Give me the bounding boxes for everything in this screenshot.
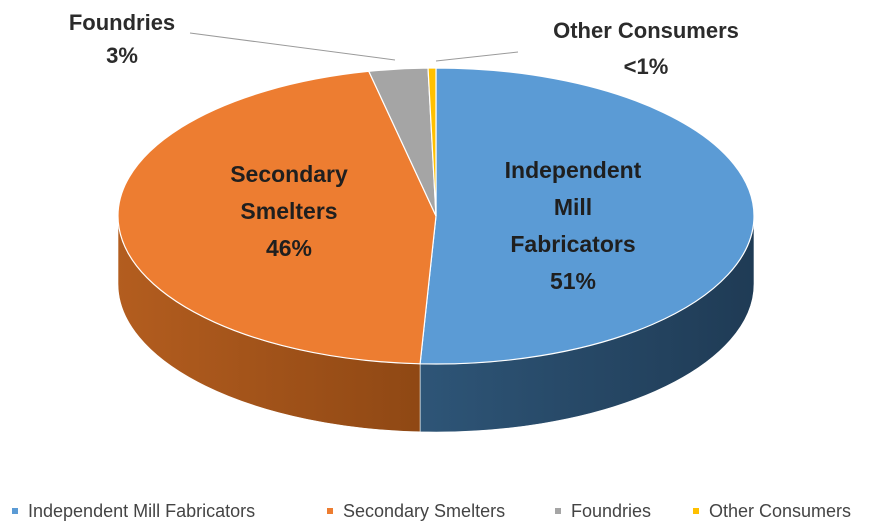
legend-label-other-consumers: Other Consumers	[709, 501, 851, 521]
legend-swatch-secondary-smelters	[327, 508, 333, 514]
slice-independent-mill-fabricators	[419, 67, 755, 365]
leader-lines	[189, 32, 519, 62]
legend-label-independent-mill-fabricators: Independent Mill Fabricators	[28, 501, 255, 521]
label-secondary-smelters: Secondary Smelters 46%	[230, 161, 348, 261]
leader-foundries	[189, 32, 396, 61]
legend-swatch-independent-mill-fabricators	[12, 508, 18, 514]
legend-swatch-foundries	[555, 508, 561, 514]
label-other-consumers: Other Consumers <1%	[553, 18, 739, 79]
legend-label-secondary-smelters: Secondary Smelters	[343, 501, 505, 521]
label-foundries: Foundries 3%	[69, 10, 175, 68]
legend: Independent Mill Fabricators Secondary Sm…	[12, 501, 851, 521]
legend-label-foundries: Foundries	[571, 501, 651, 521]
slice-labels: Independent Mill Fabricators 51% Secondary Sm…	[69, 10, 739, 294]
legend-swatch-other-consumers	[693, 508, 699, 514]
label-independent-mill-fabricators: Independent Mill Fabricators 51%	[505, 157, 642, 294]
pie-top-faces	[117, 67, 755, 365]
slice-other-consumers	[427, 67, 437, 217]
leader-other-consumers	[435, 51, 519, 62]
slice-secondary-smelters	[117, 70, 437, 365]
